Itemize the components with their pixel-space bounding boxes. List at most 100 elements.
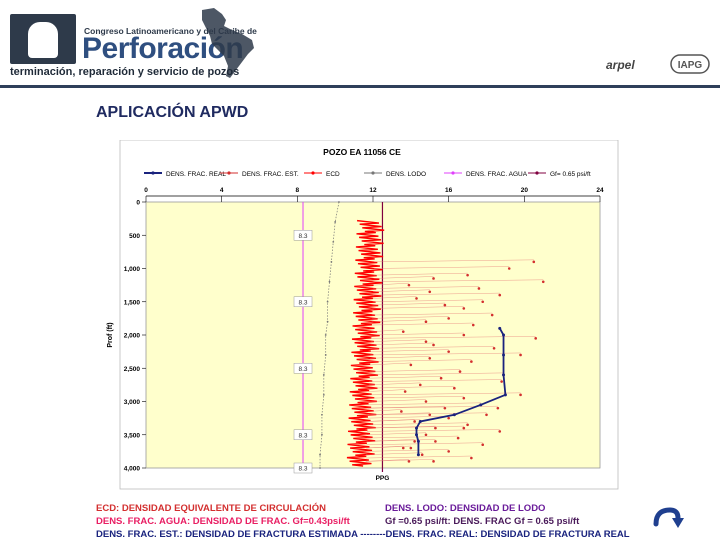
data-point bbox=[409, 446, 413, 450]
connector-line bbox=[369, 369, 461, 372]
data-point bbox=[498, 293, 502, 297]
connector-line bbox=[372, 296, 417, 299]
legend-marker bbox=[151, 171, 155, 175]
connector-line bbox=[374, 259, 534, 263]
legend-marker bbox=[371, 171, 375, 175]
data-point bbox=[326, 300, 329, 303]
return-arrow-icon[interactable] bbox=[650, 504, 684, 534]
data-point bbox=[462, 426, 466, 430]
x-tick-label: 4 bbox=[220, 187, 224, 194]
data-point bbox=[415, 433, 419, 437]
connector-line bbox=[366, 445, 404, 449]
data-point bbox=[424, 320, 428, 323]
connector-line bbox=[366, 442, 483, 445]
x-tick-label: 12 bbox=[369, 187, 377, 194]
congress-line: Congreso Latinoamericano y del Caribe de bbox=[84, 26, 257, 36]
data-point bbox=[321, 433, 323, 436]
connector-line bbox=[373, 282, 409, 286]
data-point bbox=[424, 400, 428, 403]
data-label: 8.3 bbox=[298, 466, 307, 473]
connector-line bbox=[369, 359, 472, 362]
data-point bbox=[443, 406, 447, 410]
connector-line bbox=[368, 382, 421, 386]
connector-line bbox=[373, 272, 468, 276]
legend-ecd: ECD: DENSIDAD EQUIVALENTE DE CIRCULACIÓN bbox=[96, 503, 326, 514]
legend-label: Gf= 0.65 psi/ft bbox=[550, 171, 591, 178]
data-point bbox=[479, 403, 483, 407]
connector-line bbox=[365, 455, 472, 459]
connector-line bbox=[367, 412, 487, 415]
iapg-logo: IAPG bbox=[670, 54, 710, 74]
connector-line bbox=[373, 279, 544, 282]
data-point bbox=[416, 439, 420, 443]
data-point bbox=[462, 307, 466, 310]
y-tick-label: 500 bbox=[129, 233, 140, 240]
data-point bbox=[477, 287, 481, 290]
data-point bbox=[407, 283, 411, 287]
data-point bbox=[447, 350, 450, 353]
data-point bbox=[428, 356, 432, 360]
data-point bbox=[496, 406, 500, 410]
data-point bbox=[470, 456, 473, 460]
data-point bbox=[420, 453, 424, 457]
legend-marker bbox=[227, 171, 231, 175]
x-tick-label: 16 bbox=[445, 187, 453, 194]
data-point bbox=[471, 323, 475, 327]
connector-line bbox=[372, 289, 430, 292]
x-tick-label: 0 bbox=[144, 187, 148, 194]
connector-line bbox=[368, 392, 521, 396]
connector-line bbox=[368, 396, 464, 399]
data-label-box bbox=[293, 230, 313, 241]
data-point bbox=[322, 393, 325, 396]
data-point bbox=[485, 413, 488, 417]
x-tick-label: 20 bbox=[521, 187, 529, 194]
connector-line bbox=[369, 362, 411, 366]
iapg-logo-text: IAPG bbox=[678, 60, 703, 71]
connector-line bbox=[367, 415, 449, 419]
data-point bbox=[447, 317, 450, 320]
connector-line bbox=[367, 422, 468, 425]
data-point bbox=[453, 386, 456, 390]
congress-logo-icon bbox=[10, 14, 76, 64]
connector-line bbox=[371, 316, 449, 319]
data-point bbox=[458, 370, 462, 373]
legend-gf: Gf =0.65 psi/ft: DENS. FRAC Gf = 0.65 ps… bbox=[385, 516, 580, 527]
data-point bbox=[452, 413, 456, 417]
legend-label: ECD bbox=[326, 171, 340, 178]
data-point bbox=[502, 373, 506, 377]
chart-title: POZO EA 11056 CE bbox=[323, 147, 401, 157]
data-point bbox=[413, 440, 416, 443]
legend-marker bbox=[311, 171, 315, 175]
data-label: 8.3 bbox=[298, 366, 307, 373]
legend-label: DENS. FRAC. REAL bbox=[166, 171, 226, 178]
connector-line bbox=[368, 389, 406, 392]
latin-america-map-icon bbox=[202, 8, 254, 78]
data-point bbox=[502, 353, 506, 357]
connector-line bbox=[366, 439, 415, 442]
connector-line bbox=[371, 322, 474, 326]
connector-line bbox=[373, 266, 510, 269]
y-tick-label: 2,500 bbox=[124, 366, 141, 373]
connector-line bbox=[369, 376, 442, 379]
data-point bbox=[326, 320, 329, 323]
data-point bbox=[432, 460, 435, 463]
connector-line bbox=[367, 412, 430, 415]
connector-line bbox=[371, 312, 493, 316]
data-point bbox=[416, 453, 420, 457]
connector-line bbox=[370, 356, 430, 359]
data-label-box bbox=[293, 429, 313, 440]
data-point bbox=[466, 423, 469, 427]
connector-line bbox=[368, 386, 455, 389]
x-tick-label: 24 bbox=[596, 187, 604, 194]
y-axis-label: Prof (ft) bbox=[107, 322, 114, 347]
data-point bbox=[481, 300, 485, 304]
connector-line bbox=[366, 429, 500, 432]
data-point bbox=[456, 436, 460, 440]
data-point bbox=[541, 280, 545, 284]
header-divider bbox=[0, 85, 720, 88]
data-point bbox=[319, 467, 321, 469]
data-point bbox=[492, 347, 496, 350]
data-point bbox=[439, 376, 443, 380]
data-point bbox=[338, 201, 340, 203]
x-tick-label: 8 bbox=[296, 187, 300, 194]
